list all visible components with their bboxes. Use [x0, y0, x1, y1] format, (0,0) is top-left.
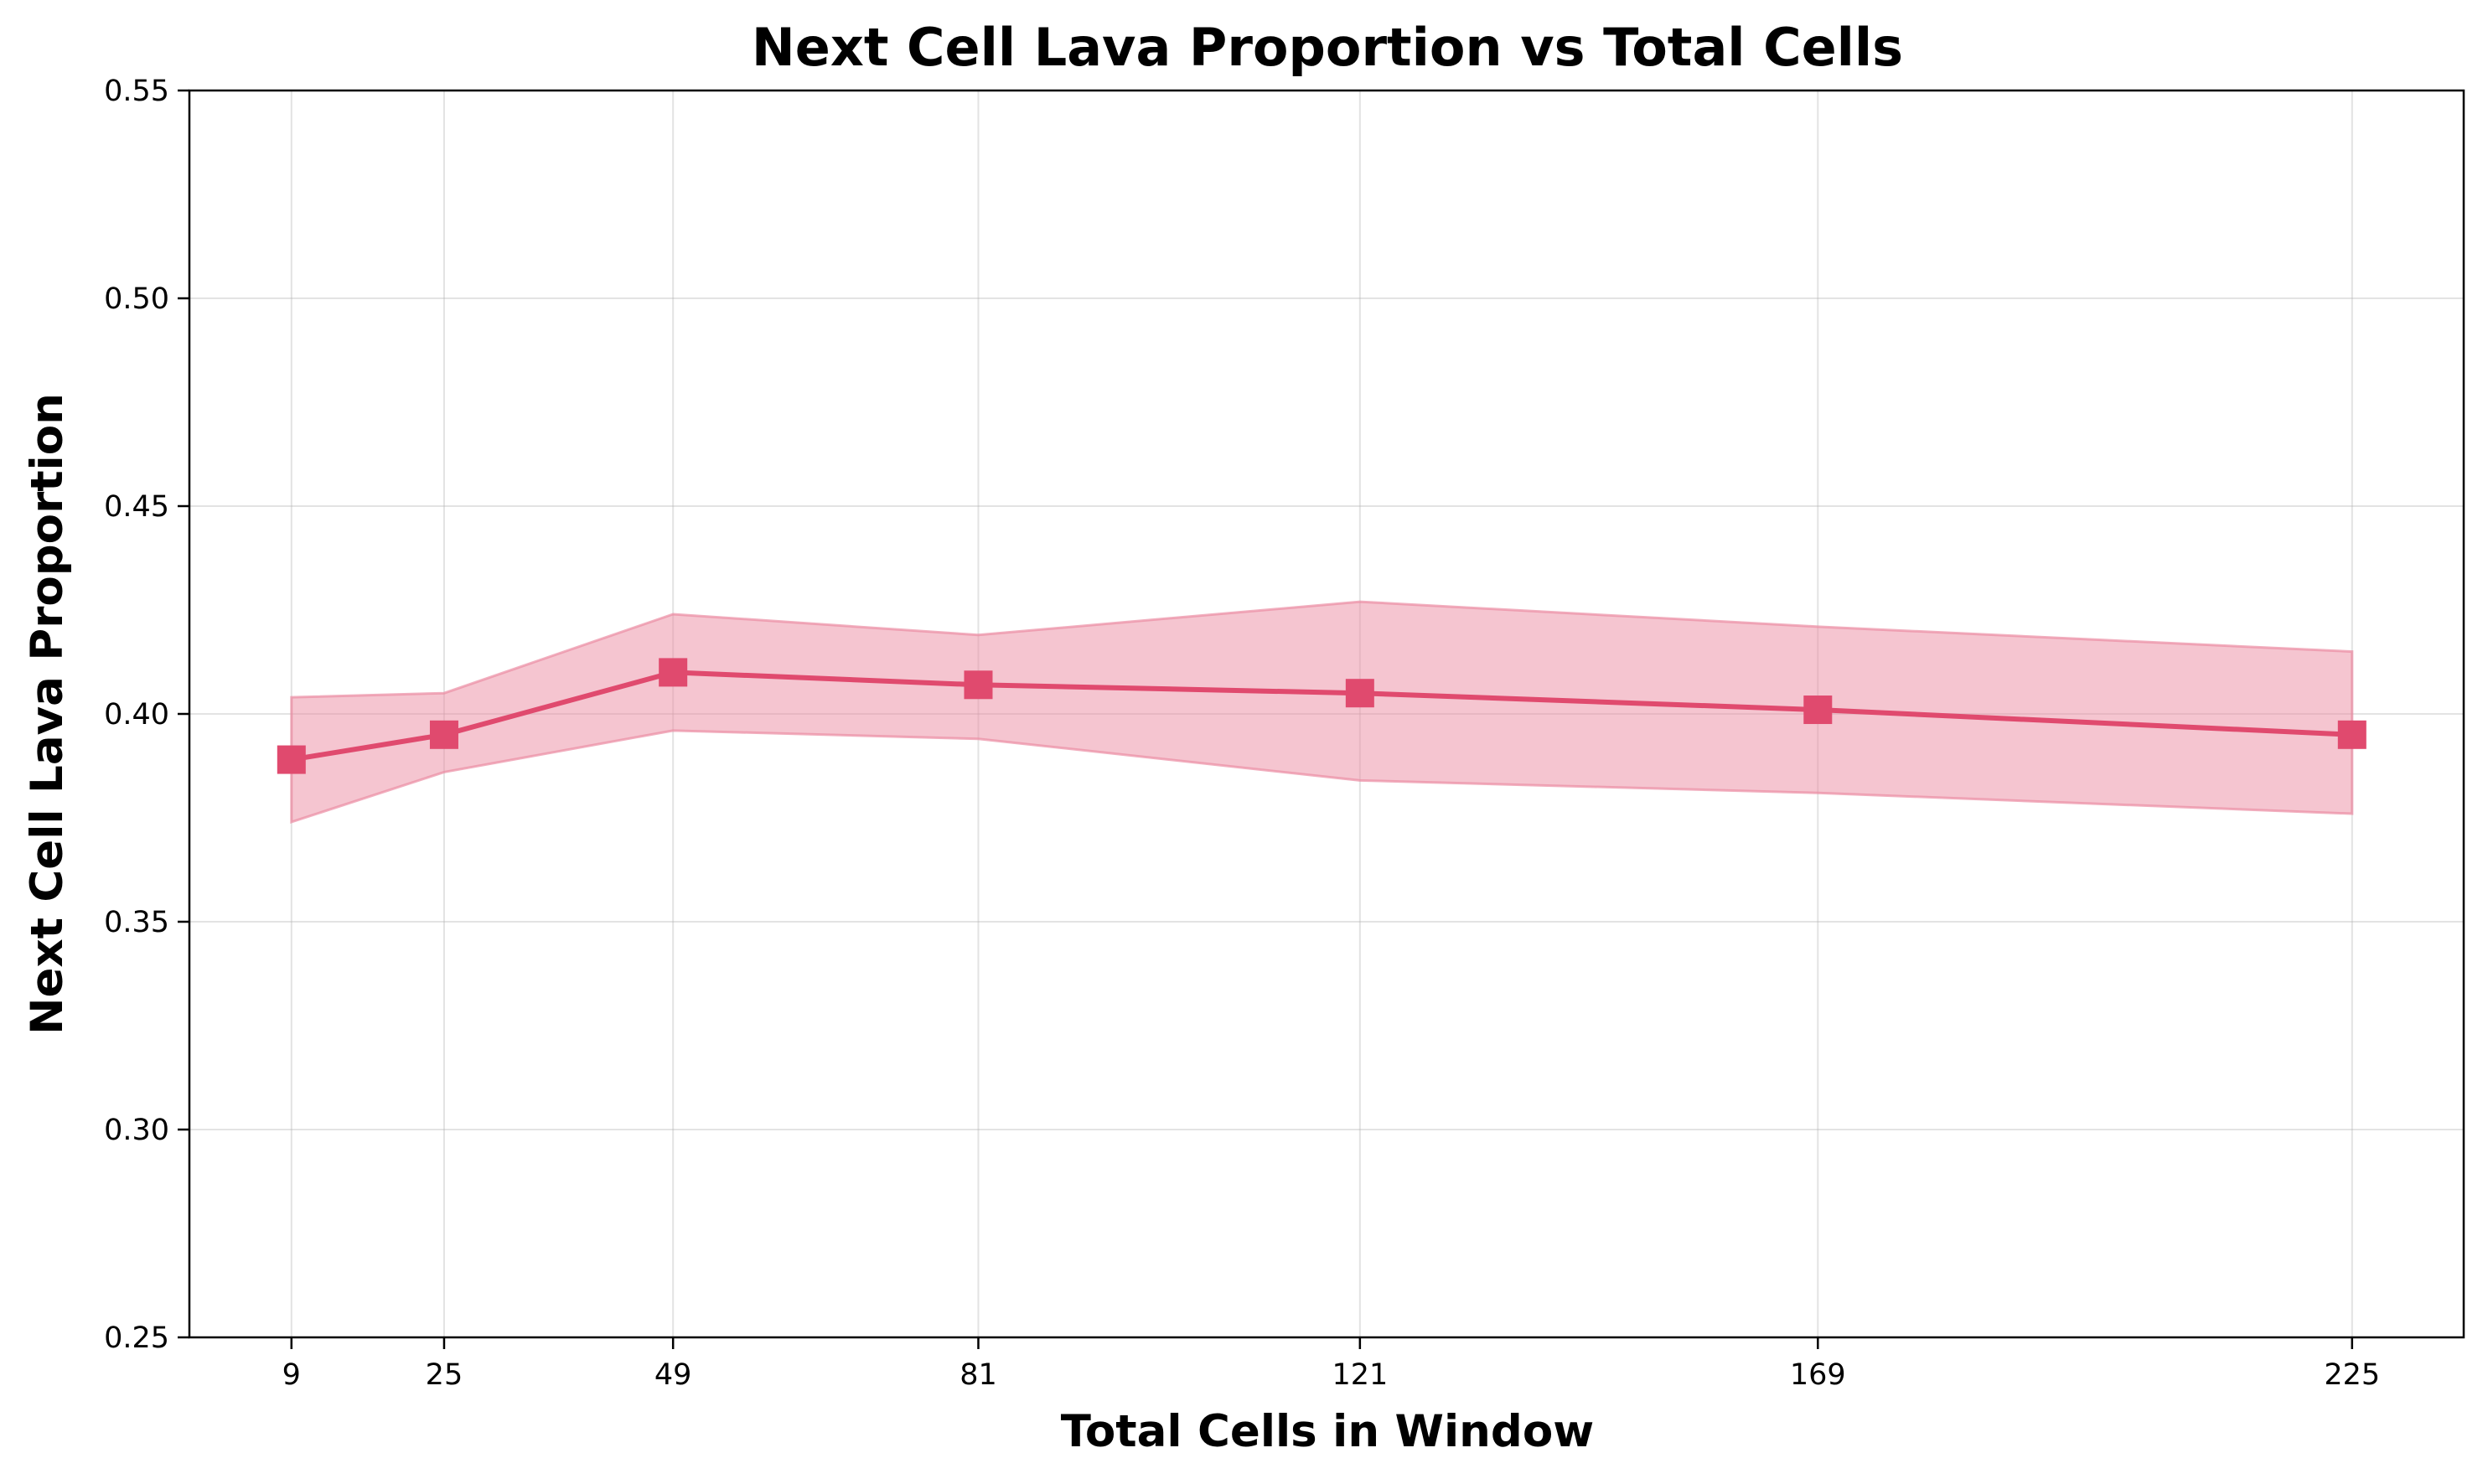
x-tick-label: 225: [2324, 1358, 2380, 1392]
y-tick-label: 0.35: [104, 906, 169, 939]
data-point-marker: [659, 658, 688, 687]
x-tick-label: 81: [960, 1358, 997, 1392]
x-tick-label: 49: [654, 1358, 692, 1392]
y-tick-label: 0.55: [104, 75, 169, 108]
data-point-marker: [1345, 679, 1374, 708]
x-tick-label: 25: [426, 1358, 463, 1392]
chart-title: Next Cell Lava Proportion vs Total Cells: [752, 17, 1903, 78]
y-tick-label: 0.45: [104, 490, 169, 524]
x-tick-label: 9: [282, 1358, 301, 1392]
y-tick-label: 0.40: [104, 698, 169, 732]
data-points: [277, 658, 2366, 774]
y-tick-label: 0.30: [104, 1114, 169, 1147]
y-tick-label: 0.50: [104, 282, 169, 316]
data-point-marker: [429, 720, 458, 749]
x-tick-label: 121: [1332, 1358, 1388, 1392]
x-tick-label: 169: [1790, 1358, 1846, 1392]
x-axis-label: Total Cells in Window: [1061, 1406, 1594, 1457]
data-point-marker: [1803, 695, 1833, 725]
data-point-marker: [277, 745, 306, 774]
y-axis-label: Next Cell Lava Proportion: [22, 393, 73, 1035]
y-tick-label: 0.25: [104, 1321, 169, 1355]
data-point-marker: [2337, 720, 2366, 749]
confidence-band-area: [290, 600, 2354, 825]
y-axis-ticks: 0.25 0.30 0.35 0.40 0.45 0.50 0.55: [104, 75, 189, 1355]
confidence-band: [290, 600, 2354, 825]
data-point-marker: [964, 670, 993, 700]
x-axis-ticks: 9 25 49 81 121 169 225: [282, 1337, 2380, 1392]
